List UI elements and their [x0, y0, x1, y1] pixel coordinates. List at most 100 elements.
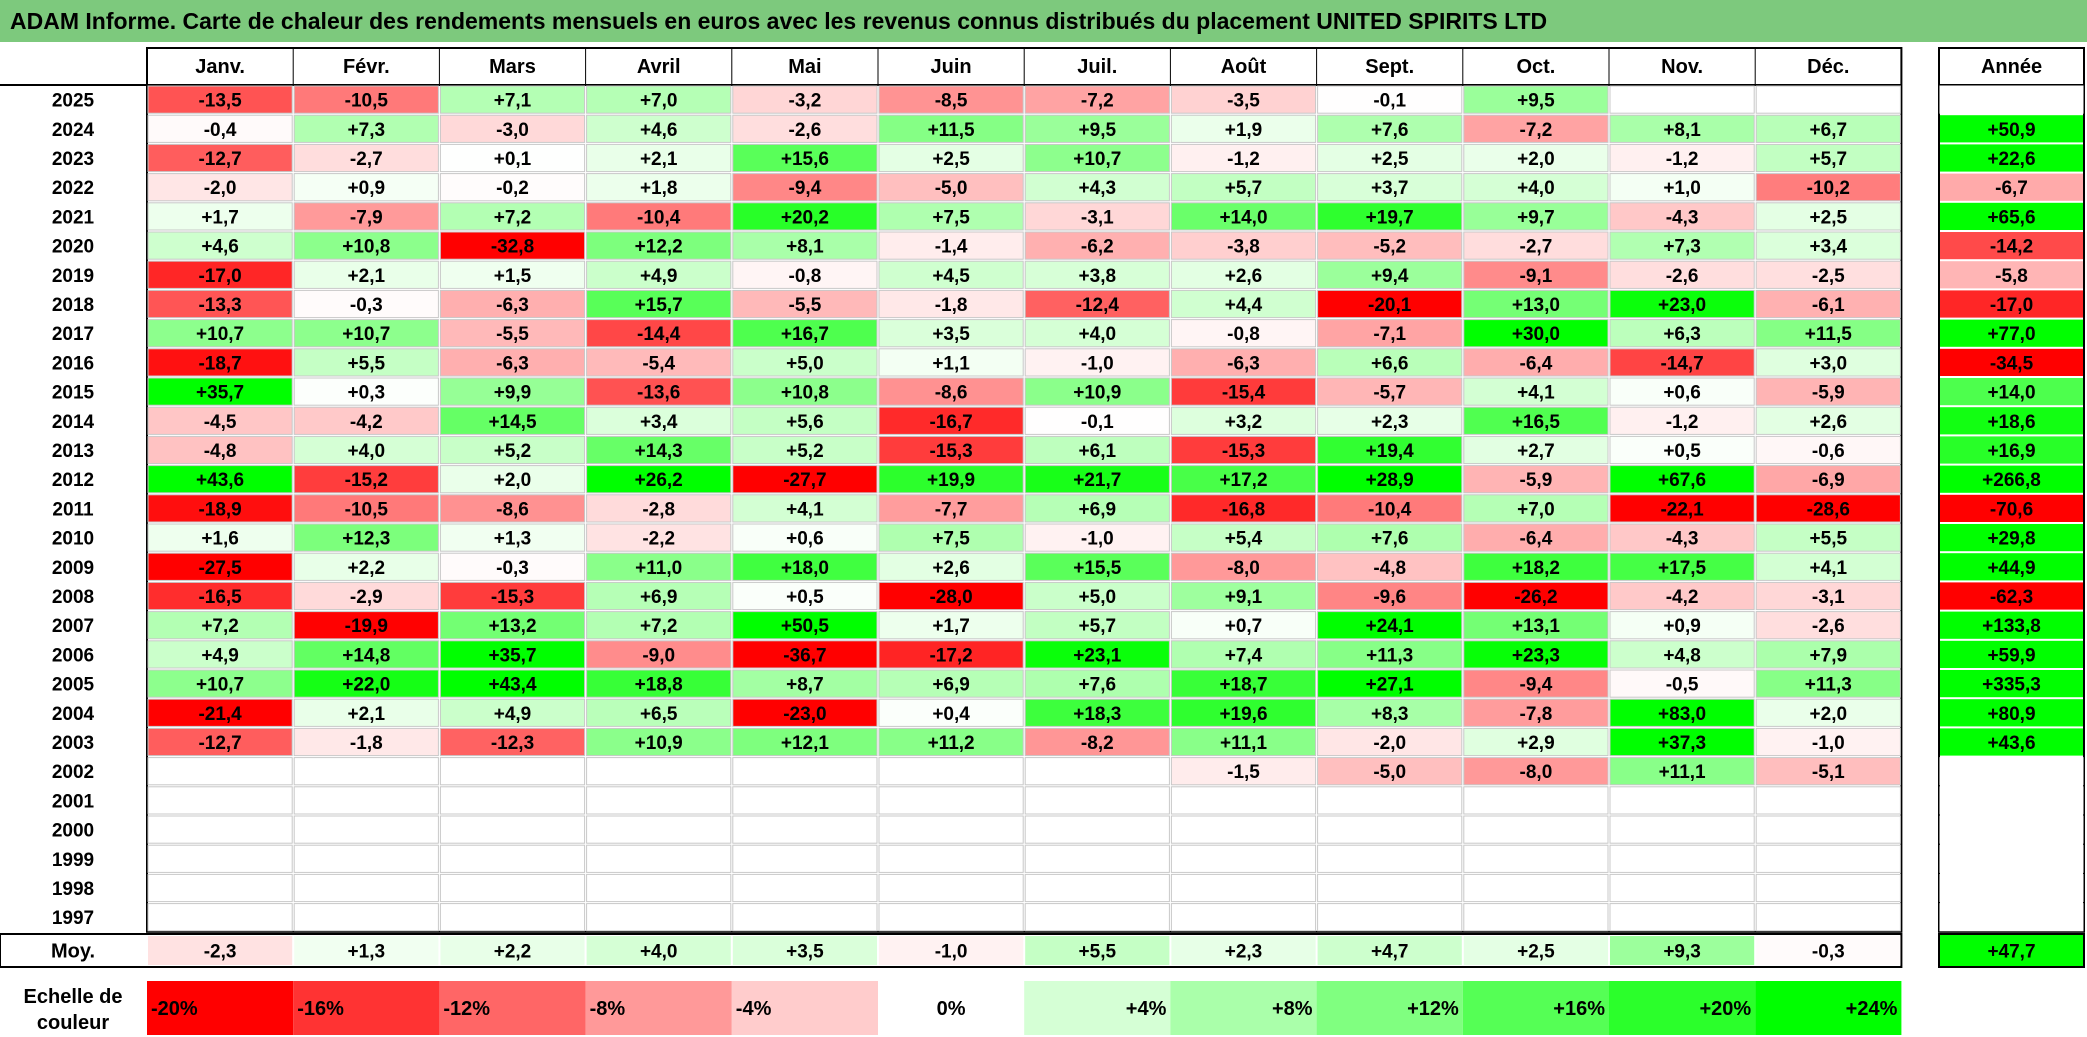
cell-value: -13,5 [198, 91, 242, 112]
heatmap-cell [1317, 114, 1463, 143]
heatmap-cell [1755, 231, 1901, 260]
heatmap-cell [732, 581, 878, 611]
year-label-2000: 2000 [52, 821, 94, 842]
cell-value: +43,4 [488, 675, 537, 696]
heatmap-cell [878, 903, 1024, 932]
annual-value: +29,8 [1987, 529, 2035, 550]
cell-value: -2,6 [1812, 616, 1845, 637]
cell-value: +19,9 [927, 470, 975, 491]
heatmap-cell [1317, 523, 1463, 552]
heatmap-cell [1609, 757, 1755, 786]
heatmap-cell [732, 319, 878, 348]
cell-value: +8,3 [1371, 704, 1409, 725]
cell-value: -3,2 [789, 91, 822, 112]
heatmap-cell [293, 377, 439, 406]
heatmap-cell [1170, 523, 1317, 552]
heatmap-cell [1755, 289, 1901, 319]
heatmap-cell [439, 815, 586, 844]
cell-value: +1,8 [640, 178, 678, 199]
cell-value: -2,2 [642, 529, 675, 550]
heatmap-cell [1609, 348, 1755, 377]
cell-value: +9,5 [1079, 120, 1117, 141]
cell-value: +18,2 [1512, 558, 1560, 579]
heatmap-cell [1755, 465, 1901, 494]
cell-value: +5,7 [1225, 178, 1263, 199]
cell-value: +28,9 [1366, 470, 1414, 491]
heatmap-cell [1755, 85, 1901, 114]
heatmap-cell [1609, 815, 1755, 844]
heatmap-cell [732, 114, 878, 143]
cell-value: -22,1 [1660, 499, 1704, 520]
cell-value: +3,7 [1371, 178, 1409, 199]
heatmap-cell [1463, 465, 1609, 494]
annual-cell [1940, 611, 2083, 639]
cell-value: -5,9 [1812, 383, 1845, 404]
heatmap-cell [1463, 289, 1609, 319]
heatmap-cell [439, 348, 586, 377]
scale-swatch [1024, 981, 1171, 1035]
heatmap-cell [1463, 523, 1609, 552]
cell-value: +8,1 [786, 237, 824, 258]
cell-value: -8,6 [496, 499, 529, 520]
cell-value: +0,1 [494, 149, 532, 170]
heatmap-cell [1317, 465, 1463, 494]
heatmap-cell [732, 786, 878, 815]
cell-value: -8,0 [1227, 558, 1260, 579]
heatmap-cell [293, 260, 439, 289]
heatmap-cell [1463, 114, 1609, 143]
annual-value: +14,0 [1987, 383, 2035, 404]
heatmap-cell [1463, 348, 1609, 377]
year-label-2023: 2023 [52, 149, 94, 170]
heatmap-cell [732, 640, 878, 669]
annual-cell [1940, 261, 2083, 289]
heatmap-cell [1024, 260, 1170, 289]
scale-label-line2: couleur [37, 1012, 109, 1034]
heatmap-cell [1755, 786, 1901, 815]
cell-value: -5,1 [1812, 762, 1845, 783]
heatmap-cell [1170, 581, 1317, 611]
cell-value: +2,6 [1810, 412, 1848, 433]
annual-value: +266,8 [1982, 470, 2041, 491]
cell-value: +37,3 [1658, 733, 1706, 754]
heatmap-cell [1755, 757, 1901, 786]
heatmap-cell [1463, 640, 1609, 669]
annual-grid-border [1938, 47, 2085, 933]
cell-value: -6,3 [1227, 353, 1260, 374]
heatmap-cell [439, 406, 586, 435]
cell-value: -27,7 [783, 470, 826, 491]
heatmap-cell [1317, 757, 1463, 786]
cell-value: +2,5 [1810, 207, 1848, 228]
heatmap-cell [586, 581, 732, 611]
heatmap-cell [147, 260, 293, 289]
cell-value: -0,1 [1081, 412, 1114, 433]
cell-value: +4,6 [201, 237, 239, 258]
scale-swatch [1170, 981, 1317, 1035]
cell-value: +10,7 [196, 324, 244, 345]
heatmap-cell [147, 873, 293, 903]
heatmap-cell [1755, 727, 1901, 757]
cell-value: +83,0 [1658, 704, 1706, 725]
annual-cell [1940, 407, 2083, 435]
year-label-2019: 2019 [52, 266, 94, 287]
heatmap-cell [878, 494, 1024, 523]
cell-value: +2,3 [1371, 412, 1409, 433]
heatmap-cell [1170, 815, 1317, 844]
heatmap-cell [878, 581, 1024, 611]
cell-value: -7,9 [350, 207, 383, 228]
heatmap-cell [439, 581, 586, 611]
cell-value: +9,9 [494, 383, 532, 404]
heatmap-cell [878, 231, 1024, 260]
heatmap-cell [1170, 85, 1317, 114]
heatmap-cell [147, 844, 293, 873]
cell-value: +11,1 [1220, 733, 1267, 754]
heatmap-cell [1755, 348, 1901, 377]
cell-value: -15,3 [491, 587, 534, 608]
annual-value: +65,6 [1987, 207, 2035, 228]
heatmap-cell [732, 143, 878, 173]
heatmap-cell [1609, 289, 1755, 319]
heatmap-cell [1463, 377, 1609, 406]
average-cell [1610, 936, 1755, 965]
heatmap-cell [732, 231, 878, 260]
annual-cell [1939, 844, 2084, 873]
heatmap-cell [586, 552, 732, 581]
